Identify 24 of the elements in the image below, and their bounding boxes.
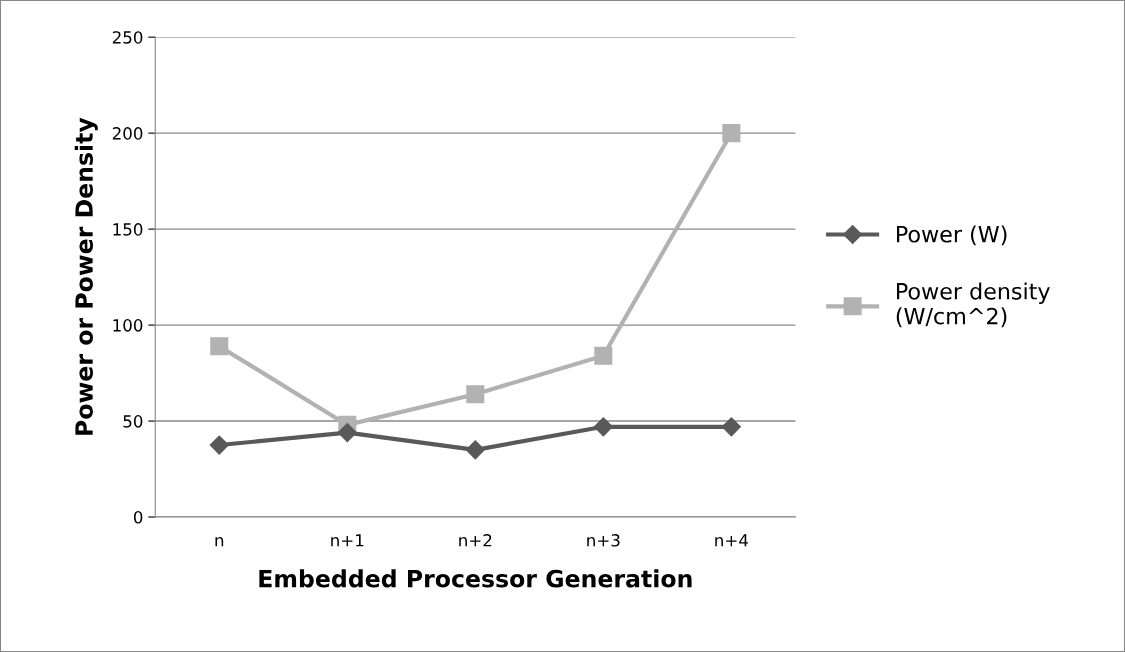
x-tick-label: n+3 xyxy=(587,534,620,547)
point xyxy=(594,346,613,365)
x-tick-label: n+2 xyxy=(459,534,492,547)
x-tick-label: n+4 xyxy=(715,534,748,547)
y-axis-title: Power or Power Density xyxy=(74,117,98,435)
x-tick-label: n xyxy=(215,537,224,547)
y-tick-label: 250 xyxy=(112,31,143,44)
y-tick-label: 150 xyxy=(113,223,143,236)
x-tick-label: n+1 xyxy=(331,534,364,547)
y-tick-label: 0 xyxy=(133,511,143,524)
point xyxy=(337,423,357,443)
legend-label: Power density (W/cm^2) xyxy=(896,282,1050,328)
point xyxy=(721,417,741,437)
point xyxy=(209,435,229,455)
point xyxy=(210,337,229,356)
point xyxy=(593,417,613,437)
point xyxy=(466,385,485,404)
y-tick-label: 100 xyxy=(113,319,143,332)
y-tick-label: 200 xyxy=(112,127,143,140)
point xyxy=(465,440,485,460)
legend-label: Power (W) xyxy=(897,225,1007,246)
x-axis-title: Embedded Processor Generation xyxy=(259,569,692,588)
point xyxy=(722,124,741,143)
y-tick-label: 50 xyxy=(123,415,143,428)
